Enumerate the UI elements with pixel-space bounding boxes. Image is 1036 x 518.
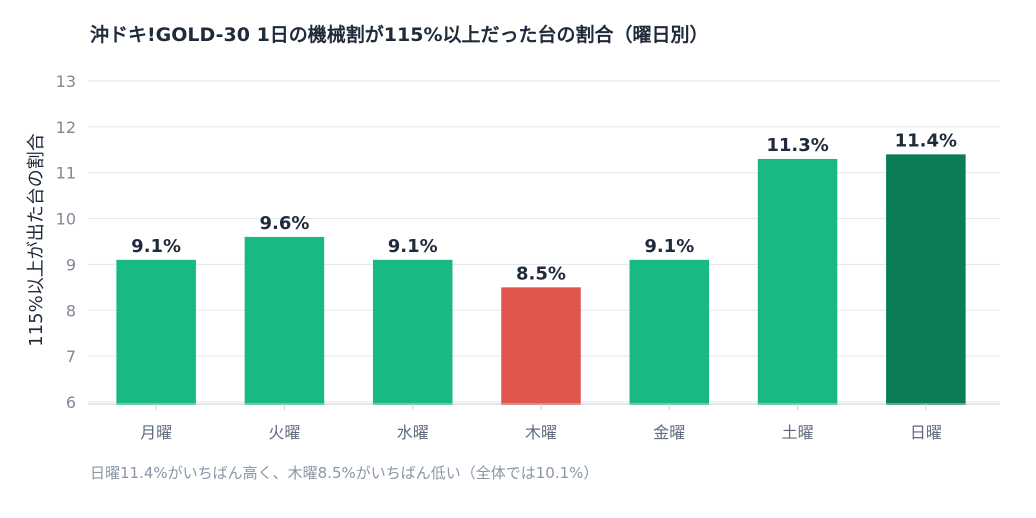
data-label: 9.1% xyxy=(131,236,181,257)
x-tick-label: 木曜 xyxy=(525,423,557,442)
data-label: 11.4% xyxy=(895,130,957,151)
bar xyxy=(244,236,325,405)
data-labels: 9.1% 9.6% 9.1% 8.5% 9.1% 11.3% 11.4% xyxy=(131,130,957,284)
x-tick-labels: 月曜 火曜 水曜 木曜 金曜 土曜 日曜 xyxy=(140,404,942,442)
bar xyxy=(629,259,710,405)
y-tick-label: 6 xyxy=(66,393,76,412)
x-tick-label: 火曜 xyxy=(268,423,300,442)
bar xyxy=(757,158,838,405)
x-tick-label: 水曜 xyxy=(397,423,429,442)
x-tick-label: 土曜 xyxy=(782,423,814,442)
y-tick-label: 9 xyxy=(66,255,76,274)
y-axis-label: 115%以上が出た台の割合 xyxy=(26,133,47,346)
chart-footnote: 日曜11.4%がいちばん高く、木曜8.5%がいちばん低い（全体では10.1%） xyxy=(90,464,599,482)
y-tick-label: 13 xyxy=(56,72,76,91)
x-tick-label: 月曜 xyxy=(140,423,172,442)
y-tick-label: 7 xyxy=(66,347,76,366)
data-label: 9.1% xyxy=(644,236,694,257)
y-tick-labels: 6 7 8 9 10 11 12 13 xyxy=(56,72,76,412)
data-label: 11.3% xyxy=(766,135,828,156)
y-tick-label: 10 xyxy=(56,210,76,229)
bar xyxy=(372,259,453,405)
bar xyxy=(501,287,581,405)
data-label: 8.5% xyxy=(516,263,566,284)
chart-title: 沖ドキ!GOLD-30 1日の機械割が115%以上だった台の割合（曜日別） xyxy=(90,24,709,46)
y-tick-label: 8 xyxy=(66,301,76,320)
bars xyxy=(116,154,966,405)
x-tick-label: 金曜 xyxy=(653,423,685,442)
bar xyxy=(886,154,966,405)
data-label: 9.6% xyxy=(259,213,309,234)
y-tick-label: 12 xyxy=(56,118,76,137)
data-label: 9.1% xyxy=(388,236,438,257)
x-tick-label: 日曜 xyxy=(910,423,942,442)
y-tick-label: 11 xyxy=(56,164,76,183)
bar xyxy=(116,259,196,405)
